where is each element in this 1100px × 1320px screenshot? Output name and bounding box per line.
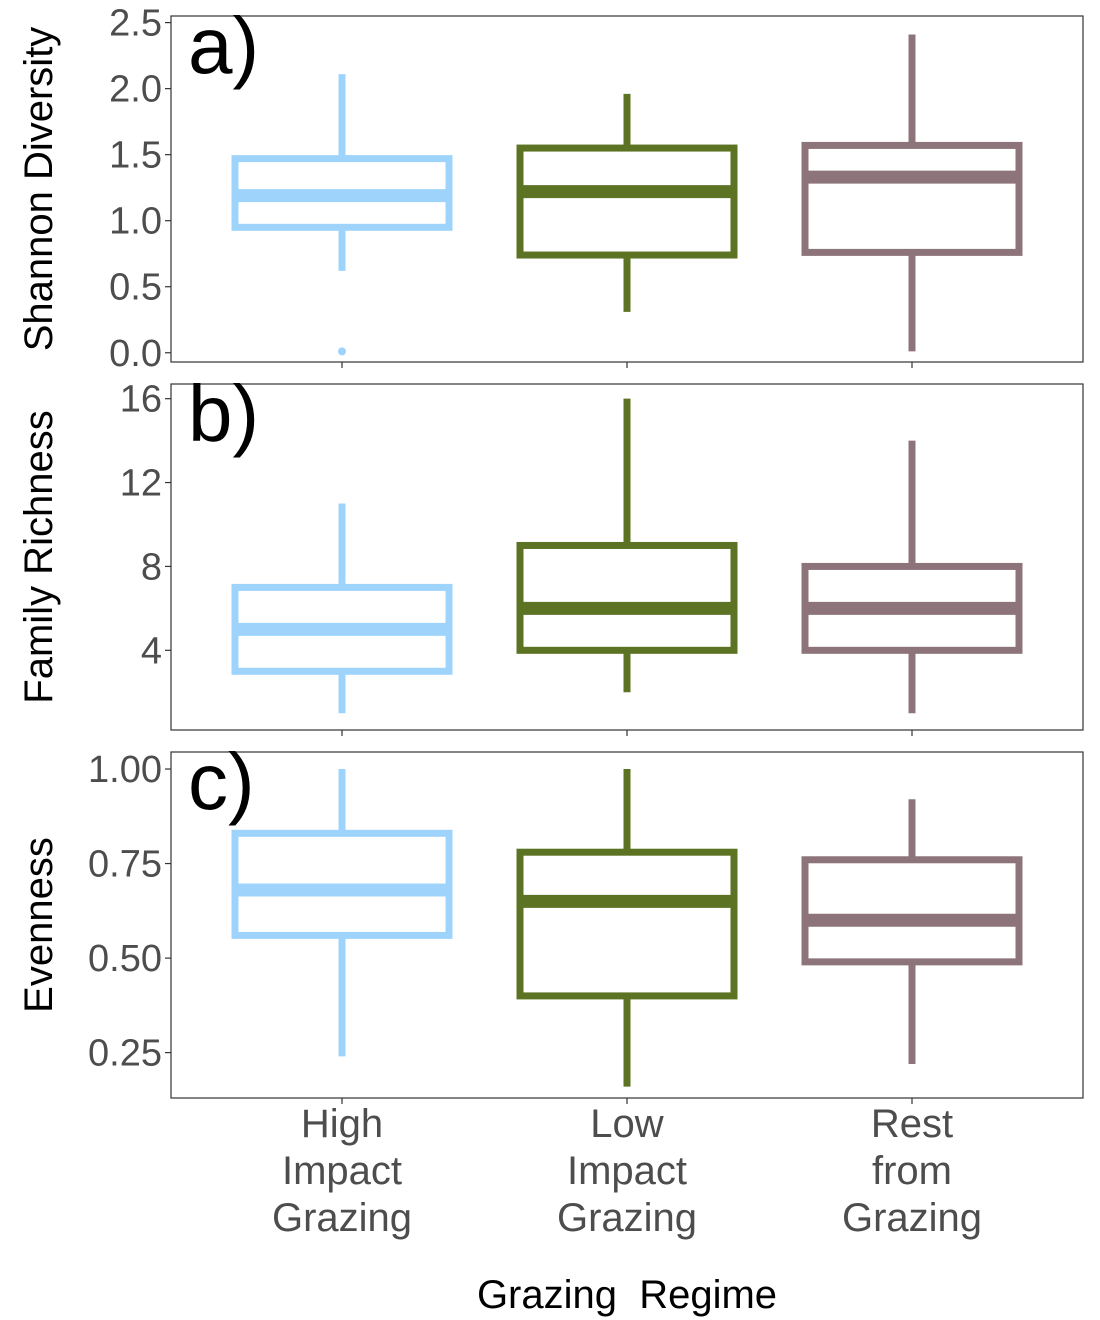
- y-tick-label: 2.0: [109, 69, 162, 111]
- y-tick-label: 0.75: [88, 844, 162, 886]
- y-tick-label: 16: [120, 379, 162, 421]
- iqr-box: [801, 856, 1023, 966]
- y-tick-label: 0.5: [109, 267, 162, 309]
- y-tick-label: 0.25: [88, 1033, 162, 1075]
- y-axis-title: Family Richness: [17, 410, 61, 703]
- panel-1: 0.0 0.5 1.0 1.5 2.0 2.5 Shannon Diversity a): [17, 1, 1084, 375]
- y-tick-label: 1.5: [109, 135, 162, 177]
- box-1: [231, 769, 453, 1057]
- category-label: High: [301, 1102, 383, 1146]
- category-label: Rest: [871, 1102, 953, 1146]
- iqr-box: [516, 144, 738, 259]
- panel-tag: c): [188, 737, 255, 826]
- iqr-box: [801, 141, 1023, 256]
- x-axis: HighImpactGrazingLowImpactGrazingRestfro…: [272, 1102, 982, 1240]
- category-label: Impact: [282, 1149, 402, 1193]
- box-1: [231, 503, 453, 714]
- box-2: [516, 398, 738, 693]
- y-tick-label: 4: [141, 630, 162, 672]
- box-3: [801, 799, 1023, 1064]
- panel-2: 4 8 12 16 Family Richness b): [17, 369, 1084, 736]
- iqr-box: [516, 848, 738, 1000]
- box-3: [801, 440, 1023, 714]
- category-label: Grazing: [272, 1196, 412, 1240]
- y-tick-label: 1.00: [88, 749, 162, 791]
- box-3: [801, 34, 1023, 352]
- box-2: [516, 769, 738, 1087]
- y-tick-label: 2.5: [109, 3, 162, 45]
- outlier-point: [338, 347, 346, 356]
- y-tick-label: 8: [141, 546, 162, 588]
- panel-tag: b): [188, 369, 259, 458]
- category-label: Low: [590, 1102, 663, 1146]
- box-2: [516, 93, 738, 312]
- y-tick-label: 0.0: [109, 333, 162, 375]
- chart-panels: 0.0 0.5 1.0 1.5 2.0 2.5 Shannon Diversity a) 4 8 1…: [17, 1, 1084, 1104]
- y-axis-title: Shannon Diversity: [17, 27, 61, 352]
- y-axis-title: Evenness: [17, 837, 61, 1013]
- box-1: [231, 74, 453, 356]
- category-label: from: [872, 1149, 952, 1193]
- iqr-box: [516, 541, 738, 654]
- category-label: Grazing: [557, 1196, 697, 1240]
- x-axis-title: Grazing Regime: [477, 1273, 777, 1317]
- y-tick-label: 12: [120, 463, 162, 505]
- category-label: Grazing: [842, 1196, 982, 1240]
- category-label: Impact: [567, 1149, 687, 1193]
- y-tick-label: 1.0: [109, 201, 162, 243]
- panel-3: 0.25 0.50 0.75 1.00 Evenness c): [17, 737, 1084, 1104]
- y-tick-label: 0.50: [88, 938, 162, 980]
- panel-tag: a): [188, 1, 259, 90]
